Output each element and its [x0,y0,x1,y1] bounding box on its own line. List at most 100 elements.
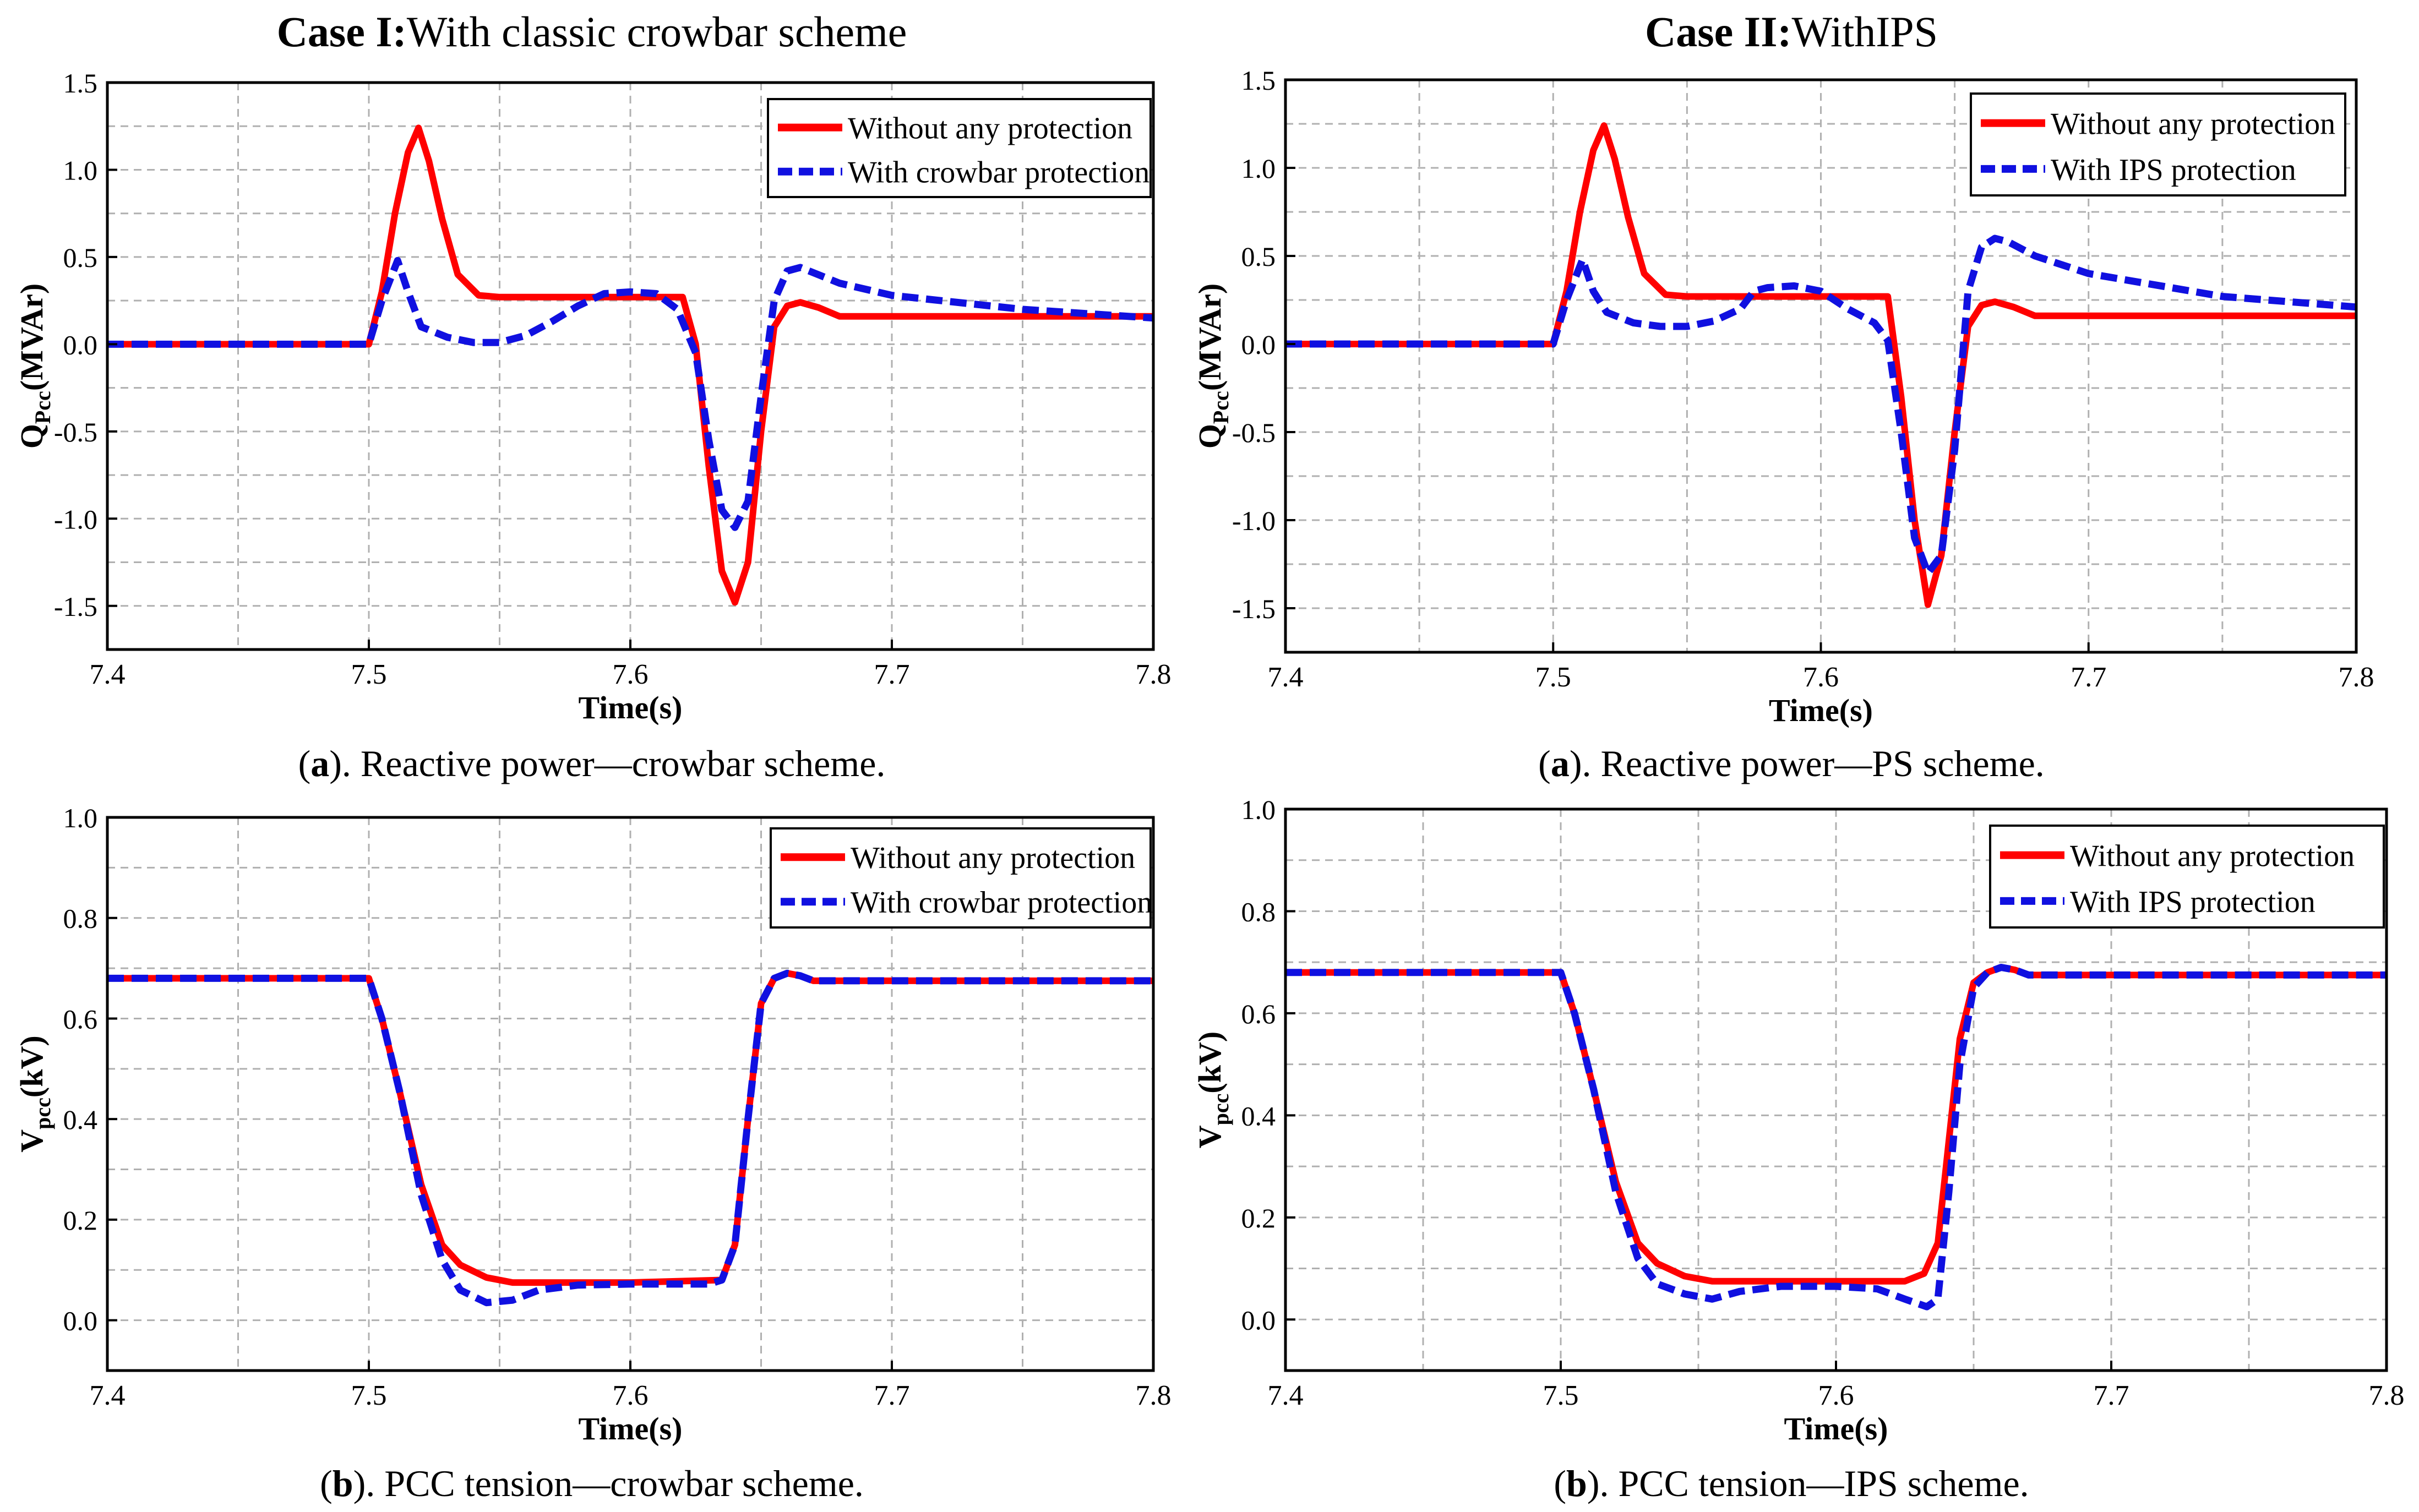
legend-label-with-protection: With crowbar protection [848,156,1149,190]
caption-reactive-power-ps: (a). Reactive power—PS scheme. [1538,743,2045,784]
caption-text: ). Reactive power—PS scheme. [1570,743,2045,784]
x-tick-label: 7.8 [1136,659,1172,690]
x-tick-label: 7.4 [1268,662,1304,693]
caption-text: ). PCC tension—crowbar scheme. [353,1462,864,1504]
y-tick-label: 1.0 [63,155,98,185]
y-axis-label-subscript: pcc [1208,1094,1233,1126]
panel-pcc-voltage-crowbar: 7.4 7.5 7.6 7.7 7.8 1.0 0.8 0.6 0.4 0.2 0.0 Time(s)… [14,803,1172,1447]
x-tick-label: 7.5 [1535,662,1571,693]
y-tick-label: -0.5 [54,417,97,447]
caption-letter: b [1566,1462,1587,1504]
y-tick-label: 0.8 [1241,896,1276,927]
y-tick-label: 0.6 [1241,998,1276,1029]
legend-label-with-protection: With crowbar protection [851,886,1152,920]
y-tick-label: -1.5 [1232,593,1276,624]
x-tick-label: 7.6 [613,659,649,690]
legend-box [1970,92,2346,196]
caption-letter: b [333,1462,353,1504]
y-axis-label-main: Q [14,424,50,449]
x-tick-label: 7.6 [613,1380,649,1411]
x-tick-label: 7.4 [90,659,126,690]
y-tick-label: 0.8 [63,903,98,934]
x-tick-label: 7.7 [874,659,910,690]
caption-letter: a [1551,743,1570,784]
series-line-without-protection [107,124,1153,606]
x-tick-label: 7.6 [1818,1380,1854,1411]
y-axis-label-unit: (kV) [14,1035,50,1098]
y-tick-label: 0.2 [1241,1203,1276,1233]
y-tick-label: 0.0 [1241,1304,1276,1335]
legend-box [1989,825,2385,929]
y-tick-label: 0.4 [63,1104,98,1135]
y-axis-label: Vpcc(kV) [1192,1031,1233,1148]
y-axis-label: QPcc(MVAr) [14,283,55,449]
y-axis-label-unit: (MVAr) [14,283,50,391]
case-1-heading: Case I:With classic crowbar scheme [277,8,907,56]
series-line-with-protection [107,969,1153,1307]
caption-text: ). PCC tension—IPS scheme. [1587,1462,2029,1504]
x-axis-label: Time(s) [578,690,682,725]
x-axis-label: Time(s) [1769,692,1873,728]
y-axis-label: Vpcc(kV) [14,1035,55,1152]
caption-reactive-power-crowbar: (a). Reactive power—crowbar scheme. [298,743,886,784]
y-tick-label: 0.5 [1241,241,1276,272]
panel-reactive-power-ips: 7.4 7.5 7.6 7.7 7.8 1.5 1.0 0.5 0.0 -0.5 -1.0 -1.5 T… [1192,65,2374,728]
case-1-text: With classic crowbar scheme [407,8,907,56]
y-tick-label: -1.5 [54,591,97,622]
y-tick-label: 0.0 [63,329,98,360]
panel-reactive-power-crowbar: 7.4 7.5 7.6 7.7 7.8 1.5 1.0 0.5 0.0 -0.5 -1.0 -1.5 T… [14,68,1172,725]
y-axis-label-main: V [14,1129,50,1153]
x-tick-label: 7.7 [2071,662,2106,693]
y-axis-label-subscript: Pcc [30,391,55,424]
legend-label-without-protection: Without any protection [851,841,1135,875]
y-tick-label: 0.2 [63,1205,98,1236]
x-tick-label: 7.8 [2369,1380,2405,1411]
case-2-prefix: Case II: [1645,8,1792,56]
legend-label-without-protection: Without any protection [2051,107,2335,141]
y-axis-label-subscript: pcc [30,1098,55,1129]
x-tick-label: 7.7 [2094,1380,2129,1411]
x-tick-label: 7.4 [90,1380,126,1411]
y-axis-label-unit: (MVAr) [1192,283,1228,391]
y-tick-label: -1.0 [1232,505,1276,536]
panel-pcc-voltage-ips: 7.4 7.5 7.6 7.7 7.8 1.0 0.8 0.6 0.4 0.2 0.0 Time(s)… [1192,794,2405,1447]
y-tick-label: 1.0 [63,803,98,833]
y-tick-label: 0.0 [63,1306,98,1336]
legend-box [770,827,1152,929]
caption-text: ). Reactive power—crowbar scheme. [329,743,885,784]
x-axis-label: Time(s) [578,1411,682,1447]
y-tick-label: -0.5 [1232,417,1276,448]
case-2-heading: Case II:WithIPS [1645,8,1938,56]
y-tick-label: 1.0 [1241,794,1276,825]
x-tick-label: 7.4 [1268,1380,1304,1411]
y-tick-label: 0.0 [1241,329,1276,360]
series-line-with-protection [107,256,1154,531]
y-axis-label-main: Q [1192,424,1228,449]
x-tick-label: 7.5 [1543,1380,1579,1411]
series-line-with-protection [1285,234,2357,577]
y-tick-label: 1.5 [1241,65,1276,96]
y-tick-label: 0.6 [63,1003,98,1034]
x-tick-label: 7.6 [1803,662,1839,693]
caption-letter: a [310,743,329,784]
case-1-prefix: Case I: [277,8,407,56]
y-axis-label-main: V [1192,1125,1228,1148]
caption-pcc-tension-crowbar: (b). PCC tension—crowbar scheme. [320,1462,864,1504]
series-line-without-protection [1285,122,2356,608]
y-axis-label-subscript: Pcc [1208,391,1233,424]
y-tick-label: 0.4 [1241,1100,1276,1131]
y-axis-label-unit: (kV) [1192,1031,1228,1094]
y-axis-label: QPcc(MVAr) [1192,283,1233,449]
case-2-text: WithIPS [1791,8,1938,56]
x-axis-label: Time(s) [1784,1411,1888,1447]
x-tick-label: 7.5 [351,1380,387,1411]
legend-label-without-protection: Without any protection [2070,839,2355,874]
x-tick-label: 7.8 [1136,1380,1172,1411]
legend-label-with-protection: With IPS protection [2051,153,2296,187]
x-tick-label: 7.7 [874,1380,910,1411]
x-tick-label: 7.8 [2339,662,2374,693]
series-line-with-protection [1285,964,2387,1311]
legend-label-without-protection: Without any protection [848,112,1132,146]
y-tick-label: 1.0 [1241,153,1276,184]
